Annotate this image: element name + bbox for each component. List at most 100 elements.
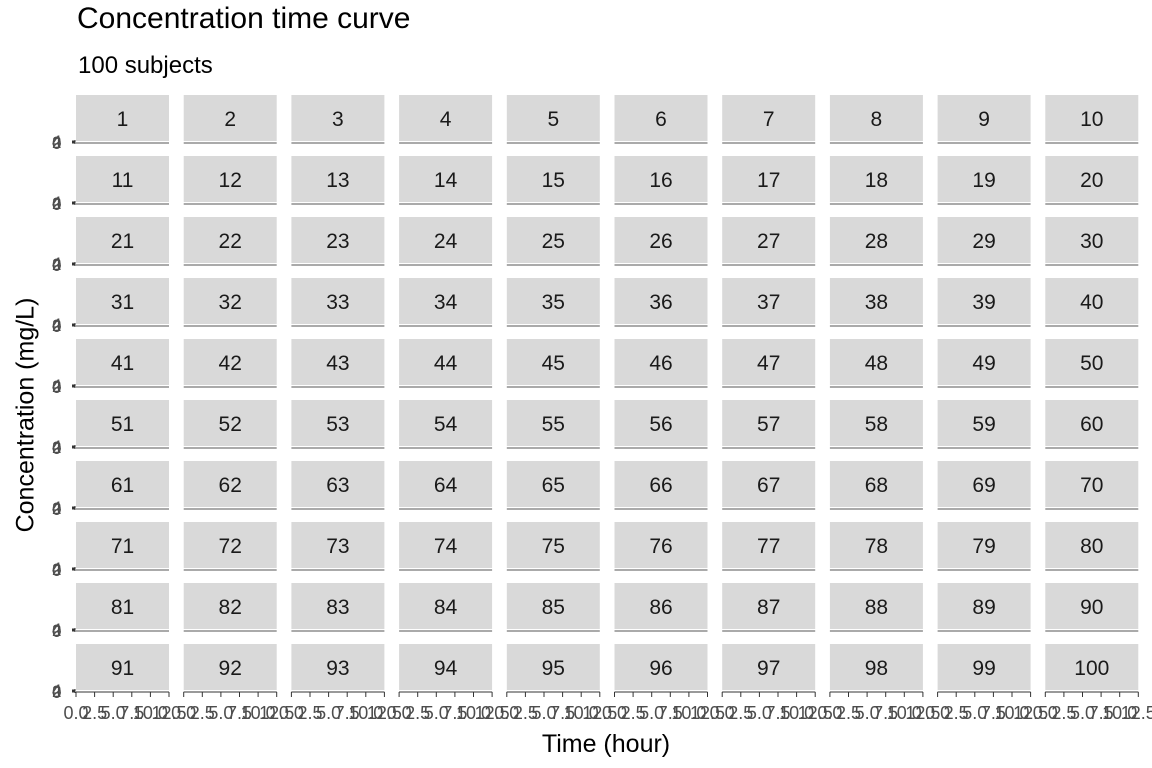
x-tick-label: 7.5 (550, 703, 575, 723)
x-tick-label: 5.0 (747, 703, 772, 723)
y-tick-label: 4 (52, 193, 61, 212)
facet-strip (722, 339, 816, 385)
facet-strip-label: 92 (219, 657, 242, 680)
facet-strip-label: 100 (1074, 657, 1109, 680)
facet-strip (1045, 461, 1139, 507)
x-tick-label: 7.5 (765, 703, 790, 723)
facet-strip-label: 43 (326, 352, 349, 375)
x-tick-label: 12.5 (367, 703, 402, 723)
facet-strip-label: 48 (865, 352, 888, 375)
y-tick-label: 4 (52, 620, 61, 639)
x-tick-label: 2.5 (405, 703, 430, 723)
chart-subtitle: 100 subjects (78, 52, 213, 79)
facet-strip-label: 52 (219, 413, 242, 436)
facet-strip-label: 35 (542, 291, 565, 314)
facet-strip (614, 278, 708, 324)
facet-strip-label: 62 (219, 474, 242, 497)
facet-strip (829, 339, 923, 385)
facet-strip (76, 278, 169, 324)
facet-strip (76, 522, 169, 568)
facet-strip (399, 156, 493, 202)
y-tick-label: 0 (52, 439, 61, 458)
facet-strip-label: 82 (219, 596, 242, 619)
facet-strip-label: 59 (972, 413, 995, 436)
facet-strip-label: 55 (542, 413, 565, 436)
facet-strip-label: 83 (326, 596, 349, 619)
facet-strip (399, 95, 493, 141)
facet-strip-label: 18 (865, 169, 888, 192)
facet-strip (722, 583, 816, 629)
facet-strip (1045, 583, 1139, 629)
facet-strip-label: 21 (111, 230, 134, 253)
y-tick-label: 0 (52, 256, 61, 275)
y-tick-label: 4 (52, 681, 61, 700)
facet-strip-label: 84 (434, 596, 458, 619)
facet-strip-label: 90 (1080, 596, 1103, 619)
facet-strip-label: 41 (111, 352, 134, 375)
facet-strip-label: 45 (542, 352, 565, 375)
y-tick-label: 2 (52, 133, 61, 152)
facet-strip (614, 461, 708, 507)
x-tick-label: 10.0 (779, 703, 814, 723)
x-tick-label: 7.5 (227, 703, 252, 723)
facet-strip-label: 39 (972, 291, 995, 314)
y-tick-label: 2 (52, 682, 61, 701)
x-tick-label: 0.0 (387, 703, 412, 723)
facet-strip-label: 81 (111, 596, 134, 619)
facet-strip-label: 50 (1080, 352, 1103, 375)
facet-strip (506, 461, 600, 507)
x-tick-label: 5.0 (208, 703, 233, 723)
facet-strip (829, 461, 923, 507)
facet-strip-label: 2 (224, 108, 236, 131)
facet-strip (1045, 156, 1139, 202)
facet-strip-label: 44 (434, 352, 458, 375)
facet-strip (614, 95, 708, 141)
x-tick-label: 7.5 (981, 703, 1006, 723)
facet-strip (614, 217, 708, 263)
facet-strip (937, 583, 1031, 629)
x-tick-label: 5.0 (855, 703, 880, 723)
facet-strip (829, 522, 923, 568)
facet-strip-label: 99 (972, 657, 995, 680)
x-tick-label: 12.5 (259, 703, 294, 723)
facet-strip-label: 98 (865, 657, 888, 680)
x-tick-label: 12.5 (905, 703, 940, 723)
x-tick-label: 12.5 (151, 703, 186, 723)
x-tick-label: 7.5 (658, 703, 683, 723)
x-tick-label: 7.5 (1089, 703, 1114, 723)
facet-strip (506, 522, 600, 568)
facet-strip (1045, 217, 1139, 263)
facet-strip (506, 95, 600, 141)
facet-strip (722, 95, 816, 141)
facet-strip-label: 38 (865, 291, 888, 314)
facet-strip-label: 91 (111, 657, 134, 680)
facet-strip (1045, 339, 1139, 385)
y-tick-label: 4 (52, 254, 61, 273)
facet-strip (829, 278, 923, 324)
y-tick-label: 2 (52, 560, 61, 579)
x-tick-label: 2.5 (944, 703, 969, 723)
facet-strip (614, 522, 708, 568)
x-tick-label: 7.5 (119, 703, 144, 723)
x-tick-label: 10.0 (887, 703, 922, 723)
x-tick-label: 12.5 (475, 703, 510, 723)
facet-strip (722, 644, 816, 690)
facet-strip-label: 58 (865, 413, 888, 436)
facet-strip (506, 400, 600, 446)
facet-strip-label: 61 (111, 474, 134, 497)
facet-strip-label: 23 (326, 230, 349, 253)
facet-strip-label: 63 (326, 474, 349, 497)
x-tick-label: 10.0 (456, 703, 491, 723)
facet-strip (829, 644, 923, 690)
facet-strip-label: 87 (757, 596, 780, 619)
y-tick-label: 2 (52, 316, 61, 335)
x-tick-label: 2.5 (190, 703, 215, 723)
facet-strip (183, 95, 277, 141)
x-tick-label: 2.5 (836, 703, 861, 723)
x-tick-label: 10.0 (564, 703, 599, 723)
facet-strip (506, 339, 600, 385)
facet-strip-label: 13 (326, 169, 349, 192)
facet-strip (399, 461, 493, 507)
facet-strip (183, 217, 277, 263)
facet-strip-label: 9 (978, 108, 990, 131)
